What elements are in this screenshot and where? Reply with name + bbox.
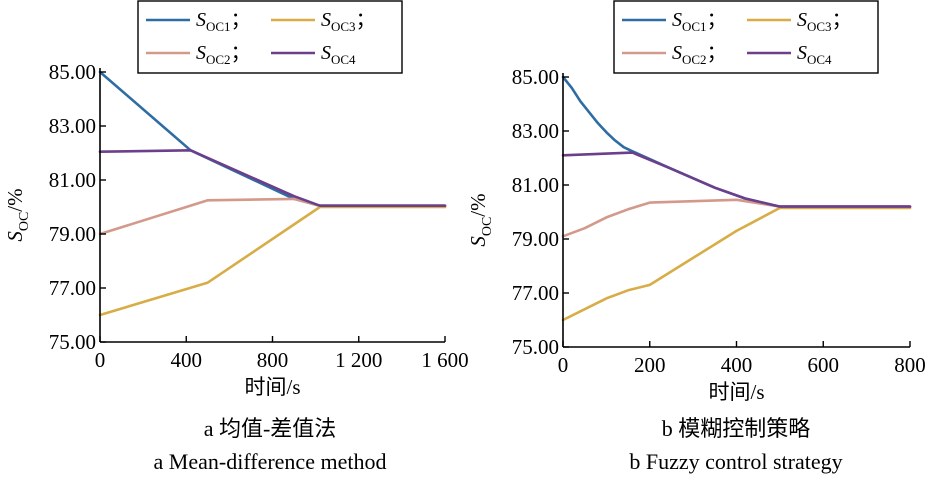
legend-label-sub: OC1 (206, 19, 231, 34)
y-tick-label: 81.00 (512, 173, 559, 197)
caption-cn: a 均值-差值法 (204, 416, 337, 441)
legend-label: SOC4 (321, 42, 356, 67)
x-tick-label: 600 (808, 353, 840, 377)
legend-label: SOC1； (672, 9, 727, 34)
y-tick-label: 85.00 (49, 60, 96, 84)
y-axis-label: SOC/% (3, 188, 32, 241)
legend-label-main: S (196, 9, 206, 31)
legend-label: SOC2； (672, 42, 727, 67)
x-tick-label: 200 (634, 353, 666, 377)
y-axis-label-sub: OC (480, 217, 495, 236)
legend-label: SOC3； (797, 9, 852, 34)
x-tick-label: 1 600 (421, 348, 468, 372)
x-axis-label: 时间/s (708, 380, 764, 404)
legend-label-main: S (321, 42, 331, 64)
legend-label-sep: ； (707, 9, 727, 31)
legend-label: SOC1； (196, 9, 251, 34)
legend-label-sub: OC4 (331, 52, 356, 67)
y-axis-label-sub: OC (17, 212, 32, 231)
legend-label-sep: ； (231, 9, 251, 31)
caption-en: a Mean-difference method (154, 449, 387, 474)
x-tick-label: 400 (171, 348, 203, 372)
chart-panel-a: 75.00 77.00 79.00 81.00 83.00 85.00 0 400 800 1 2… (3, 0, 469, 474)
y-tick-label: 79.00 (512, 227, 559, 251)
y-axis-label-main: S (3, 231, 27, 242)
legend: SOC1； SOC3；SOC2； SOC4 (613, 0, 879, 74)
series-line-soc4 (561, 151, 912, 208)
legend-label: SOC4 (797, 42, 832, 67)
y-axis-label-main: S (466, 236, 490, 247)
legend-label-sub: OC4 (807, 52, 832, 67)
legend-label-sep: ； (231, 42, 251, 64)
caption-cn: b 模糊控制策略 (662, 416, 811, 441)
y-tick-label: 75.00 (512, 335, 559, 359)
y-tick-label: 85.00 (512, 65, 559, 89)
legend-label-sub: OC3 (331, 19, 356, 34)
legend-label-main: S (672, 42, 682, 64)
x-tick-label: 800 (257, 348, 289, 372)
legend-label-sep: ； (356, 9, 376, 31)
legend-label-sub: OC3 (807, 19, 832, 34)
y-axis-label-unit: /% (3, 188, 27, 211)
legend-label-sub: OC2 (682, 52, 707, 67)
legend-label-main: S (672, 9, 682, 31)
x-tick-label: 400 (721, 353, 753, 377)
legend-label-main: S (196, 42, 206, 64)
series-line-soc3 (561, 206, 912, 322)
legend-box (137, 0, 403, 74)
y-tick-label: 79.00 (49, 222, 96, 246)
y-tick-label: 77.00 (512, 281, 559, 305)
series-line-soc4 (98, 149, 447, 207)
y-tick-label: 77.00 (49, 276, 96, 300)
legend: SOC1； SOC3；SOC2； SOC4 (137, 0, 403, 74)
y-axis-label: SOC/% (466, 193, 495, 246)
legend-label-sep: ； (707, 42, 727, 64)
legend-label-sub: OC2 (206, 52, 231, 67)
x-tick-label: 0 (95, 348, 106, 372)
chart-panel-b: 75.00 77.00 79.00 81.00 83.00 85.00 0 200 400 600… (466, 0, 926, 474)
legend-label-main: S (321, 9, 331, 31)
legend-label: SOC3； (321, 9, 376, 34)
y-tick-label: 83.00 (49, 114, 96, 138)
caption-en: b Fuzzy control strategy (629, 449, 842, 474)
series-line-soc1 (561, 75, 912, 208)
y-tick-label: 75.00 (49, 330, 96, 354)
series-line-soc3 (98, 205, 447, 317)
legend-label-main: S (797, 42, 807, 64)
x-tick-label: 0 (558, 353, 569, 377)
x-tick-label: 1 200 (335, 348, 382, 372)
legend-label-sep: ； (832, 9, 852, 31)
y-axis-label-unit: /% (466, 193, 490, 216)
y-tick-label: 83.00 (512, 119, 559, 143)
legend-label-sub: OC1 (682, 19, 707, 34)
legend-box (613, 0, 879, 74)
x-axis-label: 时间/s (244, 375, 300, 399)
legend-label: SOC2； (196, 42, 251, 67)
series-line-soc2 (98, 197, 447, 236)
x-tick-label: 800 (894, 353, 926, 377)
legend-label-main: S (797, 9, 807, 31)
y-tick-label: 81.00 (49, 168, 96, 192)
